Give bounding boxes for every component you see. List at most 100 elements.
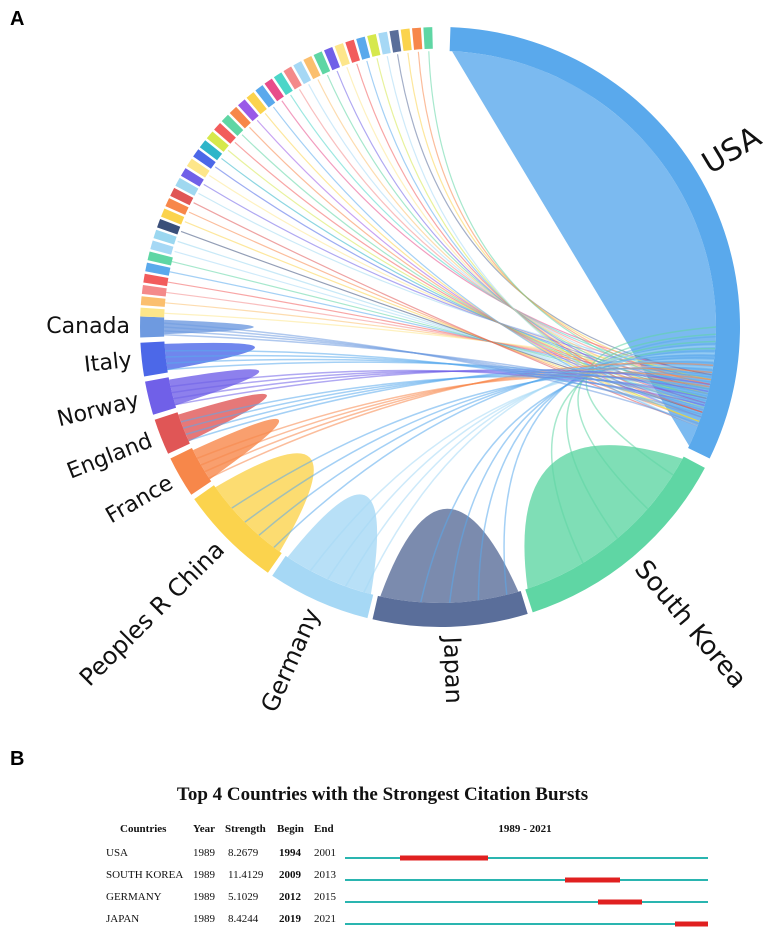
cell-strength: 8.4244 — [228, 913, 259, 925]
self-chord-peoples-r-china — [215, 453, 314, 552]
arc-minor-country — [193, 149, 216, 169]
ribbon — [273, 354, 715, 548]
arc-minor-country — [255, 85, 276, 108]
arc-minor-country — [273, 72, 293, 96]
arc-minor-country — [313, 51, 331, 75]
cell-end: 2015 — [314, 891, 337, 903]
arc-minor-country — [221, 114, 244, 136]
arc-peoples-r-china — [194, 485, 282, 573]
ribbon — [309, 365, 714, 572]
burst-bar — [598, 899, 642, 905]
chord-ribbons — [163, 51, 717, 603]
ribbon — [503, 335, 716, 595]
label-canada: Canada — [46, 314, 130, 339]
col-header-end: End — [314, 823, 334, 835]
cell-end: 2021 — [314, 913, 336, 925]
arc-minor-country — [423, 27, 433, 50]
ribbon — [327, 359, 714, 580]
label-usa: USA — [696, 119, 765, 181]
burst-bar — [565, 877, 620, 883]
cell-year: 1989 — [193, 891, 216, 903]
cell-begin: 2012 — [279, 891, 302, 903]
self-chord-france — [192, 418, 280, 480]
ribbon — [165, 349, 702, 416]
col-header-strength: Strength — [225, 823, 266, 835]
arc-minor-country — [283, 66, 302, 90]
col-header-countries: Countries — [120, 823, 167, 835]
arc-minor-country — [145, 262, 171, 276]
label-peoples-r-china: Peoples R China — [74, 536, 230, 692]
arc-minor-country — [186, 158, 210, 178]
chord-arcs — [140, 27, 740, 627]
ribbon — [346, 66, 705, 409]
cell-country: JAPAN — [106, 913, 139, 925]
cell-country: GERMANY — [106, 891, 162, 903]
arc-minor-country — [147, 251, 173, 266]
arc-minor-country — [345, 39, 360, 63]
cell-country: SOUTH KOREA — [106, 869, 183, 881]
arc-italy — [140, 341, 168, 377]
arc-minor-country — [334, 43, 350, 67]
label-japan: Japan — [438, 634, 468, 704]
label-france: France — [102, 471, 178, 529]
arc-minor-country — [323, 47, 340, 71]
chord-diagram: USA South Korea Japan Germany Peoples R Chin… — [46, 27, 765, 716]
ribbon — [163, 330, 704, 411]
cell-begin: 1994 — [279, 847, 302, 859]
panel-b-label: B — [10, 748, 25, 770]
ribbon — [290, 94, 712, 381]
arc-minor-country — [175, 177, 199, 196]
ribbon — [566, 340, 716, 539]
arc-usa — [449, 27, 740, 459]
arc-minor-country — [153, 229, 177, 245]
arc-minor-country — [141, 285, 167, 297]
arc-minor-country — [378, 31, 391, 55]
burst-bar — [400, 855, 488, 861]
arc-minor-country — [229, 106, 251, 129]
ribbon — [164, 333, 706, 404]
ribbon — [227, 149, 707, 400]
cell-end: 2001 — [314, 847, 336, 859]
arc-norway — [145, 377, 177, 415]
cell-begin: 2009 — [279, 869, 302, 881]
arc-minor-country — [161, 208, 185, 225]
label-south-korea: South Korea — [628, 555, 752, 695]
self-chord-usa — [452, 51, 716, 446]
ribbon — [550, 347, 716, 564]
ribbon — [317, 79, 708, 395]
arc-france — [170, 447, 212, 495]
ribbon — [170, 369, 705, 407]
arc-japan — [372, 590, 528, 627]
cell-country: USA — [106, 847, 128, 859]
arc-minor-country — [199, 140, 223, 161]
label-germany: Germany — [255, 604, 325, 716]
ribbon — [417, 51, 711, 385]
arc-canada — [140, 316, 165, 338]
arc-minor-country — [165, 198, 189, 215]
arc-minor-country — [237, 99, 259, 122]
burst-rows: USA 1989 8.2679 1994 2001 SOUTH KOREA 1989 11.4… — [106, 847, 708, 927]
cell-strength: 8.2679 — [228, 847, 259, 859]
cell-year: 1989 — [193, 847, 216, 859]
ribbon — [214, 166, 710, 390]
cell-year: 1989 — [193, 869, 216, 881]
cell-year: 1989 — [193, 913, 216, 925]
arc-minor-country — [180, 168, 204, 187]
ribbon — [264, 113, 700, 422]
arc-minor-country — [400, 28, 412, 51]
ribbon — [420, 357, 715, 603]
cell-strength: 11.4129 — [228, 869, 264, 881]
ribbon — [363, 345, 716, 593]
arc-minor-country — [150, 240, 174, 255]
ribbon — [448, 350, 715, 603]
arc-minor-country — [356, 36, 371, 60]
label-italy: Italy — [83, 348, 133, 378]
ribbon — [407, 52, 712, 381]
arc-england — [154, 412, 190, 454]
ribbon — [366, 60, 702, 418]
arc-minor-country — [367, 33, 381, 57]
ribbon — [163, 322, 699, 425]
arc-minor-country — [412, 27, 423, 50]
ribbon — [180, 375, 708, 423]
ribbon — [163, 326, 702, 418]
